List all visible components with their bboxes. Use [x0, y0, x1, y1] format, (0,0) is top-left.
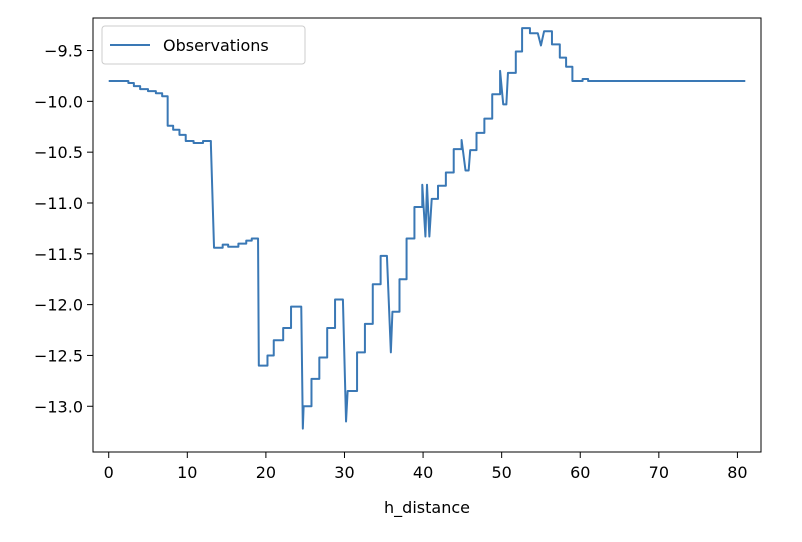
- legend: Observations: [101, 25, 306, 65]
- y-tick-label: −10.0: [34, 92, 83, 111]
- axis-ticks: 0 10 20 30 40 50 60 70 80 −9.5 −10.0 −10.5 −11.0 −11.…: [34, 42, 748, 482]
- x-tick-label: 10: [177, 463, 197, 482]
- x-tick-label: 50: [491, 463, 511, 482]
- x-tick-label: 30: [334, 463, 354, 482]
- x-tick-label: 40: [413, 463, 433, 482]
- x-tick-label: 0: [104, 463, 114, 482]
- y-tick-label: −11.5: [34, 245, 83, 264]
- y-tick-label: −11.0: [34, 194, 83, 213]
- axes-frame: [92, 17, 762, 453]
- x-tick-label: 70: [649, 463, 669, 482]
- legend-label-observations: Observations: [163, 36, 269, 55]
- series-line-observations: [108, 27, 746, 430]
- x-tick-label: 20: [256, 463, 276, 482]
- x-axis-label: h_distance: [384, 498, 470, 518]
- y-tick-label: −13.0: [34, 397, 83, 416]
- y-tick-label: −9.5: [44, 42, 83, 61]
- y-tick-label: −12.5: [34, 346, 83, 365]
- x-tick-label: 80: [727, 463, 747, 482]
- plot-area: [108, 27, 746, 430]
- legend-box: [101, 25, 306, 65]
- y-tick-label: −12.0: [34, 296, 83, 315]
- y-tick-label: −10.5: [34, 143, 83, 162]
- x-tick-label: 60: [570, 463, 590, 482]
